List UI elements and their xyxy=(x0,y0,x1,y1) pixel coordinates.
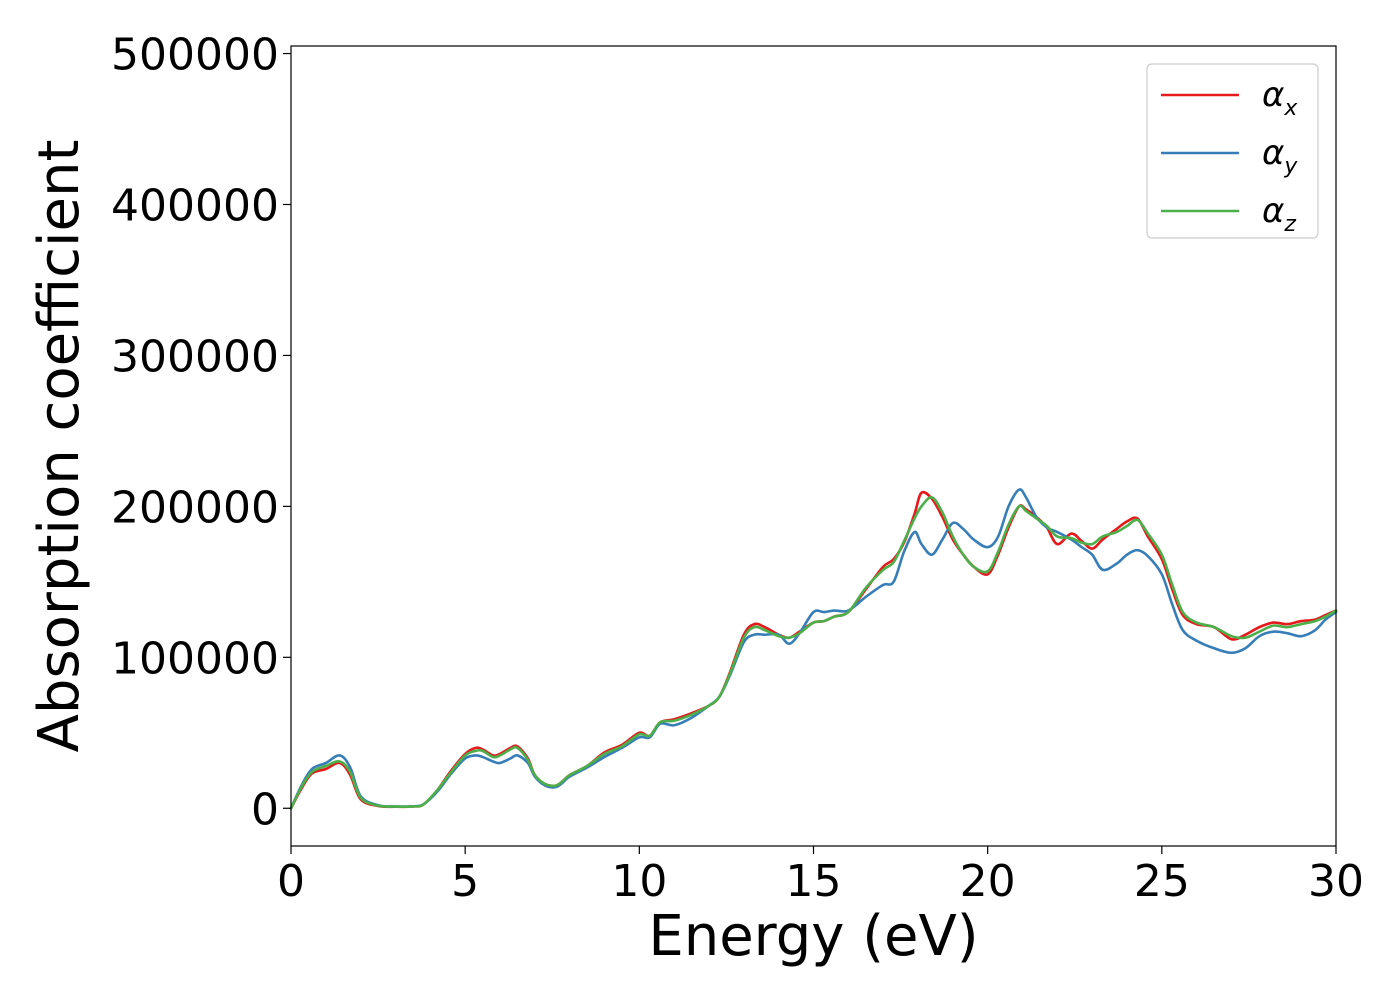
y-axis-ticks: 0 100000 200000 300000 400000 500000 xyxy=(111,30,291,835)
series-line-alpha-z xyxy=(289,495,1338,810)
series-line-alpha-y xyxy=(289,488,1338,810)
x-tick-label: 5 xyxy=(451,856,479,907)
legend-label-x: αx xyxy=(1262,75,1298,121)
y-tick-label: 100000 xyxy=(111,633,279,684)
y-axis-label: Absorption coefficient xyxy=(27,140,92,753)
x-tick-label: 0 xyxy=(277,856,305,907)
legend-label-y: αy xyxy=(1262,133,1298,179)
y-tick-label: 300000 xyxy=(111,331,279,382)
x-tick-label: 25 xyxy=(1134,856,1190,907)
y-tick-label: 400000 xyxy=(111,180,279,231)
x-tick-label: 20 xyxy=(960,856,1016,907)
x-axis-label: Energy (eV) xyxy=(648,904,978,969)
y-tick-label: 200000 xyxy=(111,482,279,533)
legend-label-z: αz xyxy=(1262,191,1296,237)
x-tick-label: 30 xyxy=(1308,856,1364,907)
x-tick-label: 15 xyxy=(786,856,842,907)
y-tick-label: 500000 xyxy=(111,30,279,81)
series-lines xyxy=(289,488,1338,810)
x-tick-label: 10 xyxy=(611,856,667,907)
x-axis-ticks: 0 5 10 15 20 25 30 xyxy=(277,846,1364,907)
legend: αx αy αz xyxy=(1146,63,1319,239)
legend-box xyxy=(1146,63,1319,239)
y-tick-label: 0 xyxy=(251,784,279,835)
